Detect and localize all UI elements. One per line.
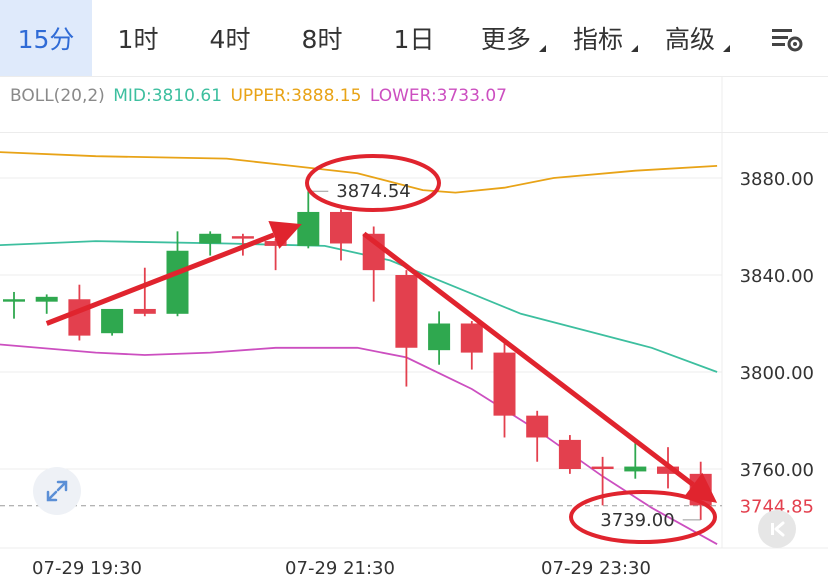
tab-label: 4时 [209, 25, 251, 54]
y-tick-label: 3840.00 [740, 266, 814, 287]
candle-body [68, 299, 91, 336]
candle [199, 231, 222, 256]
candle [297, 191, 320, 249]
candle [526, 410, 549, 462]
candle-body [297, 211, 320, 246]
candle-body [395, 275, 418, 348]
tab-7[interactable]: 高级 [644, 0, 736, 76]
candle [428, 311, 451, 365]
x-tick-label: 07-29 21:30 [285, 558, 395, 578]
tab-4[interactable]: 1日 [368, 0, 460, 76]
candle-body [133, 308, 156, 314]
dropdown-triangle-icon [539, 45, 546, 52]
trend-arrow-head [268, 221, 302, 249]
expand-icon[interactable] [33, 467, 81, 515]
high-price-label: 3874.54 [336, 181, 410, 202]
tab-0[interactable]: 15分 [0, 0, 92, 76]
boll-indicator-legend: BOLL(20,2) MID:3810.61 UPPER:3888.15 LOW… [10, 86, 510, 106]
dropdown-triangle-icon [723, 45, 730, 52]
highlight-ellipse-low [569, 490, 717, 544]
candle-body [199, 233, 222, 244]
candle [493, 342, 516, 438]
tab-label: 高级 [664, 25, 715, 54]
candle-body [526, 415, 549, 438]
dropdown-triangle-icon [631, 45, 638, 52]
boll-upper-label: UPPER:3888.15 [230, 86, 362, 106]
candle-body [657, 466, 679, 474]
candle-body [460, 323, 483, 353]
boll-name: BOLL(20,2) [10, 86, 105, 106]
candle-body [35, 296, 58, 302]
tab-6[interactable]: 指标 [552, 0, 644, 76]
chart-settings-icon[interactable] [770, 22, 804, 54]
trend-arrow-shaft [362, 231, 695, 487]
candle [133, 267, 156, 317]
tab-label: 指标 [572, 25, 623, 54]
candle [395, 270, 418, 387]
y-tick-label: 3800.00 [740, 363, 814, 384]
x-tick-label: 07-29 19:30 [32, 558, 142, 578]
candle [35, 294, 58, 314]
candle-body [264, 241, 287, 246]
candle-body [166, 250, 189, 314]
candle [460, 321, 483, 370]
candle [624, 442, 647, 479]
candle [264, 238, 287, 271]
tab-label: 15分 [17, 25, 75, 54]
candle-body [558, 439, 581, 469]
boll-lower-line [0, 343, 718, 545]
candle-body [624, 466, 647, 472]
y-tick-label: 3760.00 [740, 460, 814, 481]
low-price-label: 3739.00 [600, 510, 674, 531]
tab-5[interactable]: 更多 [460, 0, 552, 76]
candle-body [428, 323, 451, 351]
boll-upper-line [0, 151, 718, 194]
tab-label: 更多 [480, 25, 531, 54]
trend-arrow-shaft [45, 232, 275, 326]
tab-label: 8时 [301, 25, 343, 54]
tab-3[interactable]: 8时 [276, 0, 368, 76]
tab-1[interactable]: 1时 [92, 0, 184, 76]
candle-body [330, 211, 352, 244]
candle [3, 291, 25, 319]
candle-body [101, 308, 124, 334]
current-price-label: 3744.85 [740, 497, 814, 518]
tab-label: 1日 [393, 25, 435, 54]
highlight-ellipse-high [305, 154, 441, 212]
tab-2[interactable]: 4时 [184, 0, 276, 76]
candlestick-chart[interactable]: 3880.00 3840.00 3800.00 3760.00 07-29 19:30 0… [0, 76, 828, 578]
boll-lower-label: LOWER:3733.07 [369, 86, 507, 106]
boll-mid-label: MID:3810.61 [113, 86, 223, 106]
candle-body [231, 236, 254, 239]
candle [558, 435, 581, 474]
candle [101, 308, 124, 336]
x-tick-label: 07-29 23:30 [541, 558, 651, 578]
scroll-to-latest-icon[interactable] [758, 510, 796, 548]
candle [330, 209, 352, 261]
timeframe-tab-bar: 15分 1时 4时 8时 1日 更多 指标 高级 [0, 0, 828, 77]
tab-label: 1时 [117, 25, 159, 54]
candle-body [591, 466, 614, 469]
candle-body [493, 352, 516, 416]
boll-mid-line [0, 240, 718, 373]
y-tick-label: 3880.00 [740, 169, 814, 190]
candle-body [3, 299, 25, 302]
trend-arrow-head [684, 472, 718, 503]
